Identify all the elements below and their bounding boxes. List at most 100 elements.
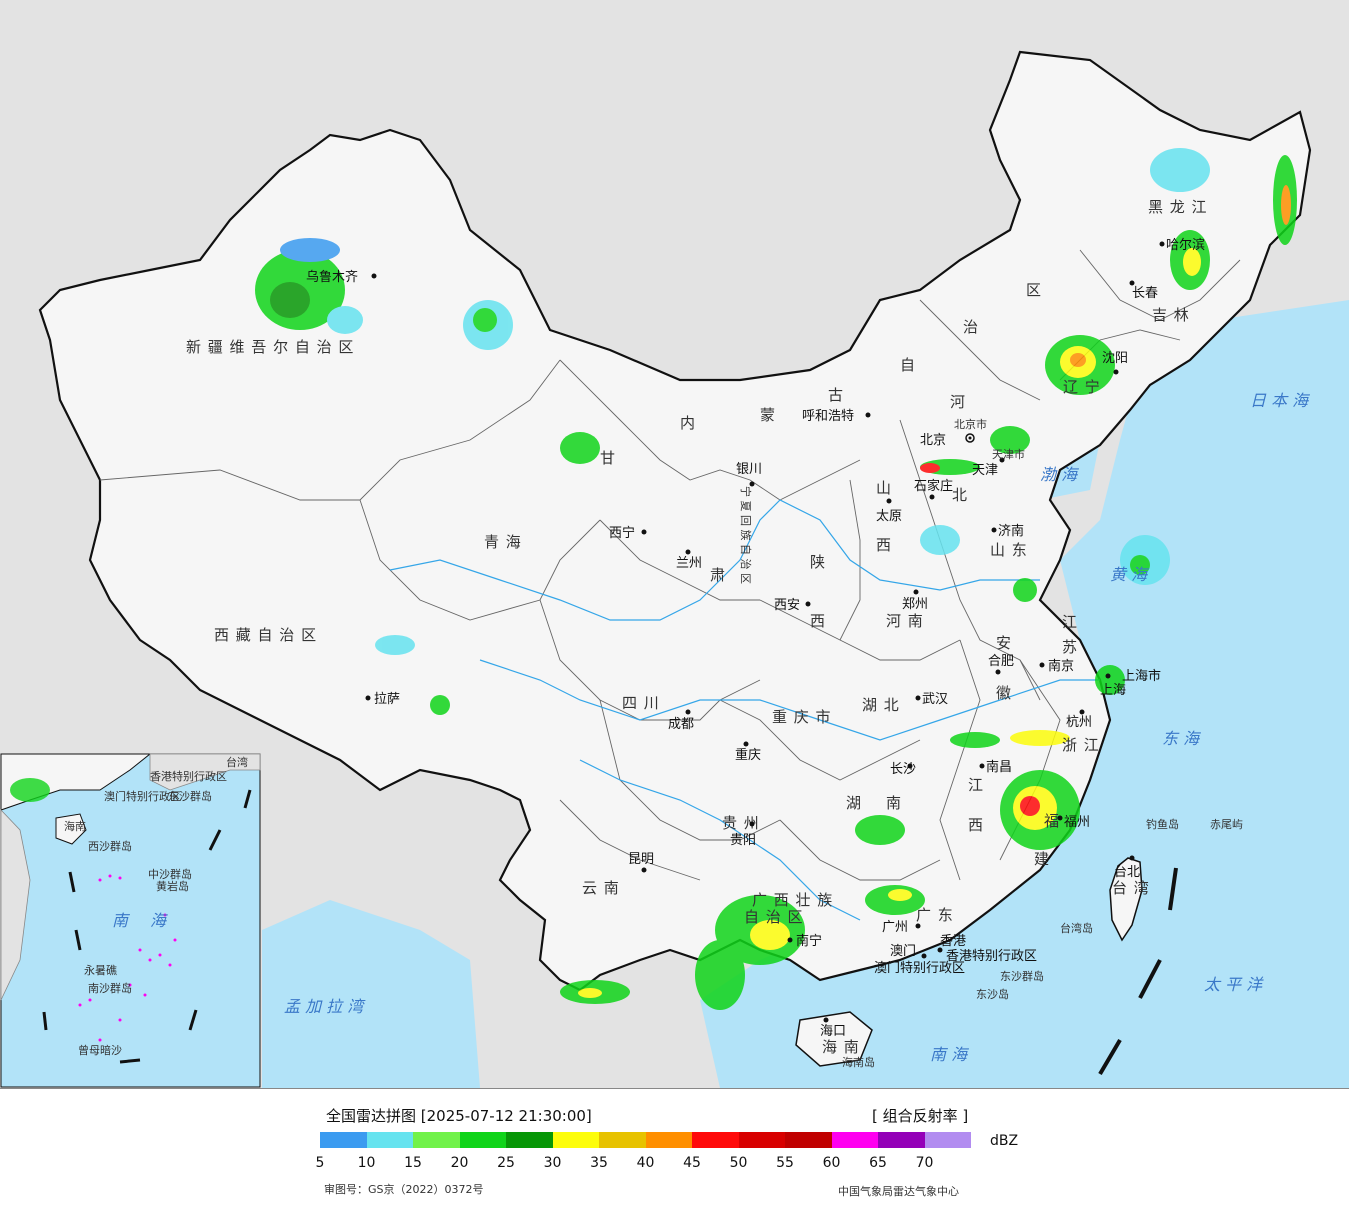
inset-label: 海南 (64, 819, 86, 833)
province-label: 台 湾 (1112, 879, 1150, 897)
sea-label: 东 海 (1162, 729, 1201, 748)
color-scale-tick: 5 (315, 1155, 325, 1171)
province-label: 四 川 (622, 694, 660, 712)
inset-label: 南 (112, 911, 131, 930)
color-scale-cell (366, 1132, 413, 1148)
color-scale-cell (645, 1132, 692, 1148)
color-scale-tick: 20 (450, 1155, 469, 1171)
province-label: 新 疆 维 吾 尔 自 治 区 (186, 338, 354, 356)
color-scale-tick: 60 (822, 1155, 841, 1171)
city-label: 沈阳 (1102, 351, 1128, 366)
province-label: 肃 (710, 566, 726, 584)
color-scale-tick: 70 (915, 1155, 934, 1171)
color-scale-tick: 45 (683, 1155, 701, 1171)
municipality-label: 上海市 (1122, 668, 1161, 684)
province-label: 贵 州 (722, 814, 760, 832)
province-label: 西 藏 自 治 区 (214, 626, 317, 644)
province-borders (99, 249, 1241, 881)
province-labels: 新 疆 维 吾 尔 自 治 区 西 藏 自 治 区 青 海 甘 肃 内 蒙 古 … (186, 198, 1208, 1056)
city-marker: 长沙 (890, 762, 916, 777)
color-scale-cell (924, 1132, 971, 1148)
city-label: 香港 (940, 934, 966, 949)
city-marker: 香港 (937, 934, 966, 953)
city-label: 北京 (920, 433, 946, 448)
maritime-boundaries (1098, 867, 1178, 1076)
province-label: 安 (996, 634, 1012, 652)
city-label: 台北 (1114, 865, 1140, 880)
inset-label: 香港特别行政区 (150, 769, 227, 783)
sea-label: 日 本 海 (1250, 391, 1310, 410)
province-label: 自 治 区 (744, 908, 804, 926)
province-label: 广 西 壮 族 (752, 891, 833, 909)
radar-map: 新 疆 维 吾 尔 自 治 区 西 藏 自 治 区 青 海 甘 肃 内 蒙 古 … (0, 0, 1349, 1088)
city-label: 南宁 (796, 933, 822, 949)
city-marker: 天津 (972, 457, 1005, 478)
color-scale-cell (878, 1132, 925, 1148)
municipality-label: 北京市 (954, 417, 987, 431)
province-label: 福 (1044, 812, 1060, 830)
city-marker: 郑州 (902, 589, 928, 612)
color-scale-tick: 35 (590, 1155, 608, 1171)
city-marker: 澳门 (890, 943, 927, 959)
province-label: 黑 龙 江 (1148, 198, 1208, 216)
inset-label: 台湾 (226, 755, 248, 769)
sar-label: 澳门特别行政区 (874, 960, 965, 976)
legend-title: 全国雷达拼图 [2025-07-12 21:30:00] (326, 1107, 592, 1125)
city-label: 太原 (876, 509, 902, 524)
city-label: 贵阳 (730, 833, 756, 848)
city-label: 福州 (1064, 815, 1090, 830)
province-label: 湖 北 (862, 696, 900, 714)
other-labels: 上海市 天津市 北京市 香港特别行政区 澳门特别行政区 东沙群岛 东沙岛 钓鱼岛… (739, 417, 1243, 1069)
province-label: 自 (900, 356, 916, 374)
city-marker: 武汉 (915, 692, 948, 707)
radar-echoes (255, 148, 1297, 1010)
rivers (389, 499, 1100, 921)
province-label: 西 (810, 612, 826, 630)
color-scale-tick: 10 (357, 1155, 376, 1171)
city-marker: 广州 (882, 920, 921, 935)
city-marker: 贵阳 (730, 821, 756, 848)
color-scale-cell (506, 1132, 553, 1148)
island-label: 赤尾屿 (1210, 818, 1243, 831)
province-label: 广 东 (916, 906, 954, 924)
province-label: 苏 (1062, 638, 1078, 656)
province-label: 南 (886, 794, 902, 812)
color-scale-cell (320, 1132, 367, 1148)
city-label: 重庆 (735, 747, 761, 763)
legend-panel: 全国雷达拼图 [2025-07-12 21:30:00] [ 组合反射率 ] 5… (0, 1088, 1349, 1209)
province-label: 重 庆 市 (772, 708, 832, 726)
city-label: 澳门 (890, 943, 916, 959)
color-scale-cell (599, 1132, 646, 1148)
pacific-sea-area (700, 300, 1349, 1088)
color-scale-ticks: 5 10 15 20 25 30 35 40 45 50 55 60 65 70 (316, 1155, 970, 1173)
municipality-label: 天津市 (992, 447, 1025, 461)
city-marker: 西宁 (609, 525, 647, 541)
island-label: 钓鱼岛 (1146, 817, 1179, 831)
color-scale-cell (459, 1132, 506, 1148)
city-label: 成都 (668, 717, 694, 732)
city-label: 兰州 (676, 556, 702, 571)
city-label: 郑州 (902, 597, 928, 612)
province-label: 蒙 (760, 406, 776, 424)
city-marker: 海口 (820, 1017, 846, 1039)
color-scale-tick: 15 (404, 1155, 422, 1171)
province-label: 江 (1062, 613, 1078, 631)
color-scale-tick: 40 (636, 1155, 655, 1171)
province-label: 建 (1034, 850, 1050, 868)
city-marker: 呼和浩特 (802, 409, 871, 424)
sea-label: 渤 海 (1040, 465, 1079, 484)
sea-labels: 日 本 海 渤 海 黄 海 东 海 太 平 洋 南 海 孟 加 拉 湾 (284, 391, 1310, 1064)
province-label: 西 (968, 816, 984, 834)
province-label: 西 (876, 536, 892, 554)
inset-label: 永暑礁 (84, 963, 117, 977)
city-marker: 拉萨 (365, 692, 400, 707)
city-label: 昆明 (628, 852, 654, 867)
city-marker: 台北 (1114, 855, 1140, 880)
city-label: 西安 (774, 598, 800, 613)
island-label: 海南岛 (842, 1055, 875, 1069)
inset-label: 曾母暗沙 (78, 1043, 122, 1057)
province-label: 青 海 (484, 533, 522, 551)
inset-label: 海 (150, 911, 168, 930)
province-label: 内 (680, 414, 696, 432)
color-scale-cell (738, 1132, 785, 1148)
